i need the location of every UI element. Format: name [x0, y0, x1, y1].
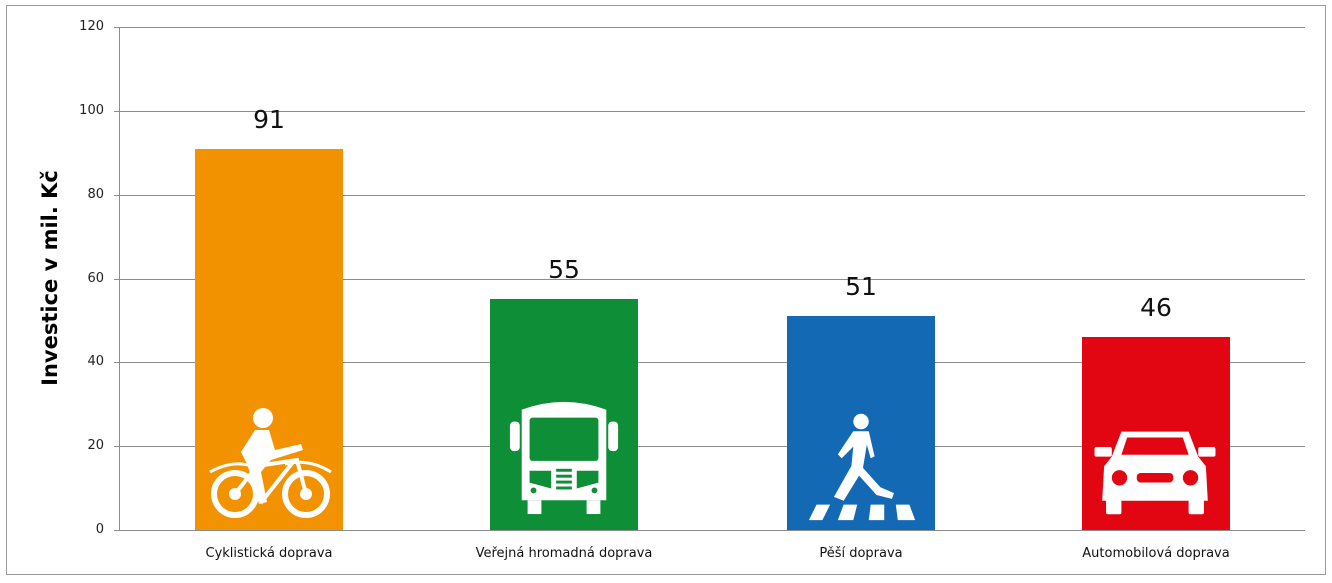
gridline	[120, 111, 1305, 112]
chart-frame	[6, 5, 1326, 575]
gridline	[120, 362, 1305, 363]
x-category-label: Cyklistická doprava	[205, 546, 333, 561]
y-tick-label: 60	[87, 271, 104, 286]
data-label: 46	[1140, 293, 1172, 323]
data-label: 91	[253, 104, 285, 134]
data-label: 51	[845, 272, 877, 302]
y-axis-title: Investice v mil. Kč	[38, 170, 62, 386]
y-tick-mark	[114, 362, 120, 363]
y-tick-mark	[114, 530, 120, 531]
y-tick-label: 100	[79, 103, 104, 118]
y-tick-mark	[114, 446, 120, 447]
x-category-label: Pěší doprava	[819, 546, 903, 561]
x-category-label: Veřejná hromadná doprava	[475, 546, 653, 561]
bar-2	[490, 299, 638, 530]
car-icon	[1090, 424, 1220, 520]
y-tick-mark	[114, 279, 120, 280]
gridline	[120, 530, 1305, 531]
y-tick-label: 0	[95, 522, 104, 537]
bar-3	[787, 316, 935, 530]
gridline	[120, 27, 1305, 28]
y-tick-mark	[114, 27, 120, 28]
y-tick-label: 80	[87, 187, 104, 202]
y-tick-label: 40	[87, 354, 104, 369]
gridline	[120, 446, 1305, 447]
gridline	[120, 195, 1305, 196]
y-tick-mark	[114, 111, 120, 112]
y-tick-mark	[114, 195, 120, 196]
data-label: 55	[548, 255, 580, 285]
bar-4	[1082, 337, 1230, 530]
bicycle-icon	[205, 402, 335, 522]
y-tick-label: 20	[87, 438, 104, 453]
pedestrian-crossing-icon	[797, 408, 927, 524]
bar-1	[195, 149, 343, 530]
bus-icon	[500, 398, 628, 516]
gridline	[120, 279, 1305, 280]
y-tick-label: 120	[79, 19, 104, 34]
x-category-label: Automobilová doprava	[1082, 546, 1230, 561]
